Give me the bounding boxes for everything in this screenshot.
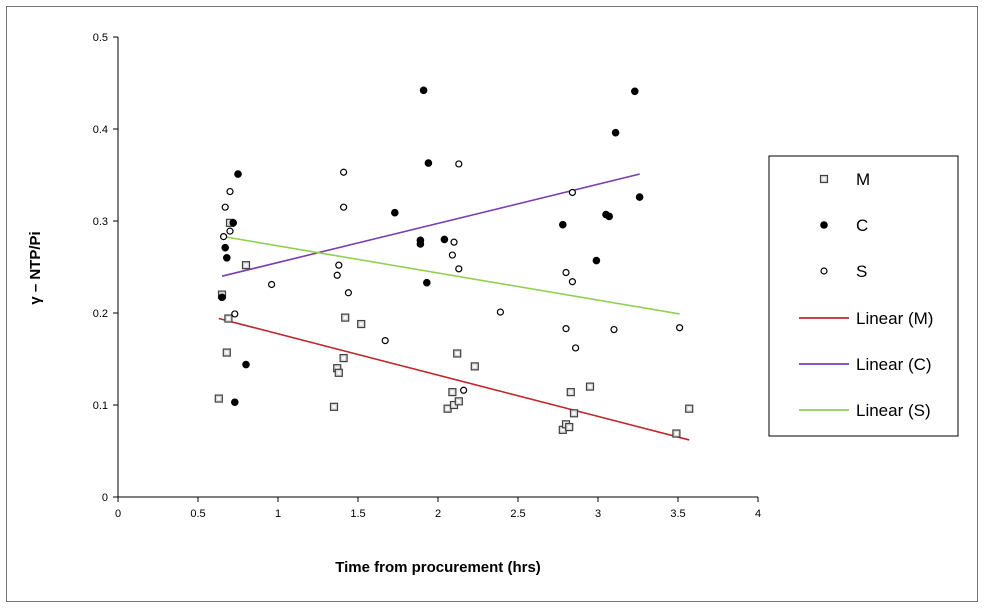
legend-swatch-m	[819, 174, 829, 184]
x-tick-label: 2	[435, 508, 441, 520]
point-c	[424, 159, 433, 167]
x-tick-label: 0.5	[190, 508, 205, 520]
point-c	[218, 293, 226, 302]
point-c	[229, 219, 238, 227]
point-s	[268, 280, 276, 289]
trend-line-linear-s	[223, 235, 680, 315]
point-c	[221, 243, 230, 252]
legend-label-m: M	[856, 170, 870, 189]
point-s	[340, 203, 348, 211]
point-s	[448, 251, 456, 259]
point-m	[453, 349, 462, 358]
point-m	[329, 402, 339, 411]
point-s	[450, 238, 458, 246]
y-tick-label: 0.1	[93, 400, 108, 412]
point-s	[340, 168, 348, 176]
point-s	[610, 325, 618, 334]
point-s	[335, 261, 343, 269]
point-s	[344, 289, 352, 297]
point-s	[455, 265, 463, 273]
point-s	[381, 337, 389, 345]
x-tick-label: 1	[275, 508, 281, 520]
trend-line-linear-m	[218, 317, 690, 441]
point-c	[416, 236, 425, 245]
point-m	[357, 319, 366, 329]
point-m	[222, 348, 231, 357]
point-m	[585, 382, 595, 391]
legend-label-s: S	[856, 262, 867, 281]
point-s	[571, 344, 580, 352]
legend-label-linear-m: Linear (M)	[856, 309, 933, 328]
x-axis-title: Time from procurement (hrs)	[335, 559, 541, 576]
legend: M C S Linear (M) Linear (C) Linear (S)	[768, 155, 959, 437]
point-m	[448, 388, 457, 397]
point-s	[675, 324, 684, 332]
x-tick-label: 4	[755, 508, 761, 520]
legend-label-c: C	[856, 216, 868, 235]
point-c	[630, 87, 639, 96]
point-c	[635, 193, 644, 201]
axes: 0 0.5 1 1.5 2 2.5 3 3.5 4 0 0.1 0.2 0.3 0.4 0.5	[93, 32, 761, 520]
legend-label-linear-s: Linear (S)	[856, 401, 931, 420]
legend-swatch-s	[820, 267, 828, 275]
point-s	[231, 310, 239, 318]
chart-frame: 0 0.5 1 1.5 2 2.5 3 3.5 4 0 0.1 0.2 0.3 0.4 0.5 γ – NT…	[6, 6, 978, 602]
x-tick-label: 3	[595, 508, 601, 520]
legend-box	[768, 155, 959, 437]
point-c	[419, 86, 428, 95]
y-tick-label: 0	[102, 492, 108, 504]
point-c	[611, 128, 620, 137]
x-tick-label: 2.5	[510, 508, 525, 520]
point-m	[454, 397, 463, 406]
point-m	[565, 422, 574, 432]
point-c	[390, 208, 399, 217]
y-tick-label: 0.4	[93, 124, 108, 136]
legend-label-linear-c: Linear (C)	[856, 355, 932, 374]
point-c	[422, 278, 431, 287]
point-c	[605, 212, 613, 221]
y-axis-title: γ – NTP/Pi	[27, 231, 44, 304]
point-m	[224, 314, 233, 323]
x-tick-label: 3.5	[670, 508, 685, 520]
point-m	[566, 388, 575, 397]
point-m	[241, 261, 251, 270]
point-m	[470, 362, 479, 371]
point-c	[592, 256, 601, 265]
point-s	[562, 268, 570, 277]
point-c	[558, 220, 567, 229]
point-m	[214, 394, 223, 403]
trend-line-linear-c	[221, 173, 640, 277]
y-tick-label: 0.3	[93, 216, 108, 228]
point-s	[226, 187, 234, 196]
point-s	[226, 227, 234, 235]
point-m	[334, 368, 343, 377]
point-c	[223, 254, 231, 262]
point-s	[460, 386, 468, 394]
point-s	[220, 233, 228, 241]
point-c	[234, 170, 242, 178]
point-c	[440, 235, 449, 244]
y-tick-label: 0.2	[93, 308, 108, 320]
point-s	[221, 203, 229, 211]
point-m	[341, 313, 350, 322]
point-s	[568, 188, 577, 197]
point-m	[672, 429, 681, 438]
point-s	[333, 271, 341, 279]
legend-swatch-c	[820, 221, 828, 229]
point-c	[242, 360, 250, 369]
scatter-chart: 0 0.5 1 1.5 2 2.5 3 3.5 4 0 0.1 0.2 0.3 0.4 0.5 γ – NT…	[27, 32, 959, 576]
x-tick-label: 1.5	[350, 508, 365, 520]
x-tick-label: 0	[115, 508, 121, 520]
trend-lines	[218, 173, 690, 441]
point-m	[569, 409, 579, 418]
point-s	[455, 160, 463, 168]
point-m	[685, 404, 694, 413]
data-points	[214, 86, 694, 438]
point-c	[231, 398, 239, 407]
point-m	[339, 353, 348, 363]
point-s	[562, 325, 570, 333]
point-s	[568, 278, 577, 286]
point-s	[496, 308, 504, 316]
y-tick-label: 0.5	[93, 32, 108, 44]
